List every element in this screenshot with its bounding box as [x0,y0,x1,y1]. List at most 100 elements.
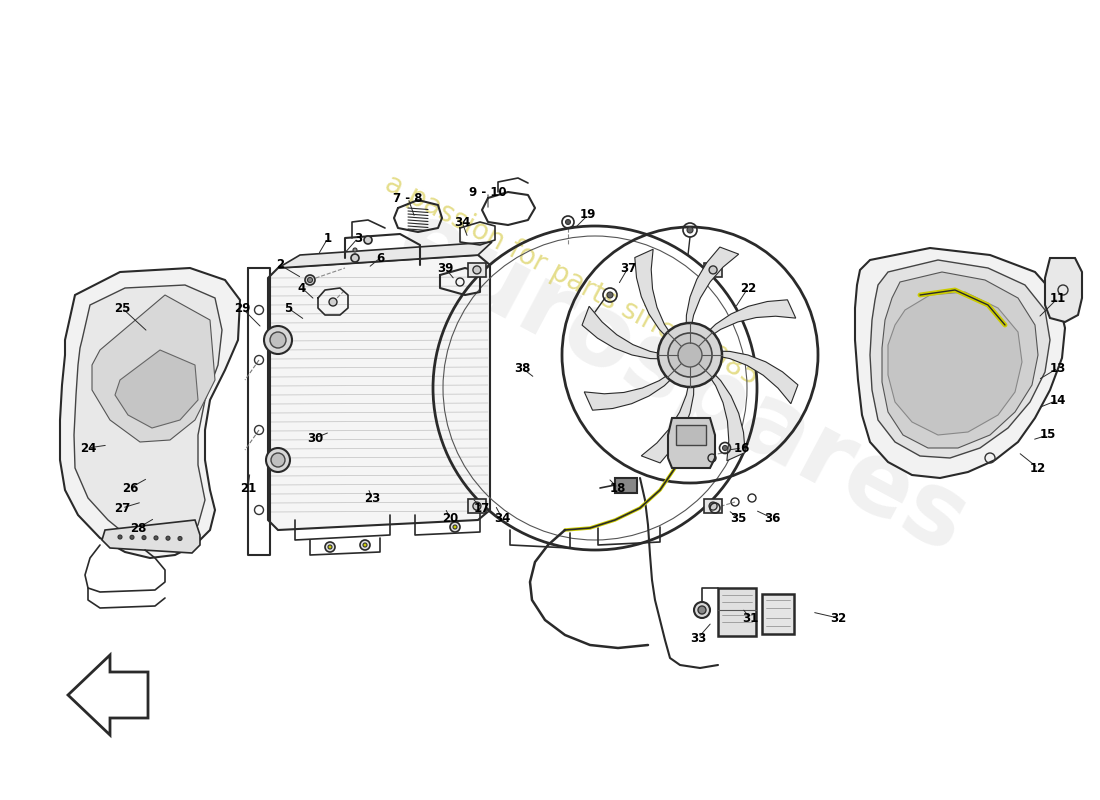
Text: 35: 35 [729,511,746,525]
Circle shape [364,236,372,244]
Polygon shape [635,250,674,342]
Polygon shape [888,292,1022,435]
Circle shape [154,536,158,540]
Circle shape [698,606,706,614]
Text: 11: 11 [1049,291,1066,305]
Circle shape [723,446,727,450]
Text: 31: 31 [741,611,758,625]
Text: 12: 12 [1030,462,1046,474]
Text: 38: 38 [514,362,530,374]
Bar [762,594,794,634]
Text: 23: 23 [364,491,381,505]
Polygon shape [703,300,795,339]
Polygon shape [855,248,1065,478]
Bar [718,588,756,636]
Text: 28: 28 [130,522,146,534]
Circle shape [178,537,182,541]
Circle shape [305,275,315,285]
Circle shape [329,298,337,306]
Circle shape [688,227,693,233]
Circle shape [363,543,367,547]
Bar [676,425,706,445]
Polygon shape [870,260,1050,458]
Bar [704,499,722,513]
Text: 15: 15 [1040,429,1056,442]
Bar [468,263,486,277]
Text: 24: 24 [80,442,96,454]
Circle shape [668,333,712,377]
Circle shape [270,332,286,348]
Text: 37: 37 [620,262,636,274]
Text: 1: 1 [323,231,332,245]
Circle shape [453,525,456,529]
Circle shape [710,502,717,510]
Text: 26: 26 [122,482,139,494]
Circle shape [353,248,358,252]
Text: 2: 2 [276,258,284,271]
Circle shape [658,323,722,387]
Circle shape [607,292,613,298]
Text: 27: 27 [114,502,130,514]
Text: 30: 30 [307,431,323,445]
Polygon shape [668,418,715,468]
Polygon shape [705,367,745,461]
Text: 36: 36 [763,511,780,525]
Circle shape [308,278,312,282]
Bar [468,499,486,513]
Text: 39: 39 [437,262,453,274]
Text: 22: 22 [740,282,756,294]
Polygon shape [712,351,798,404]
Text: 14: 14 [1049,394,1066,406]
Circle shape [473,266,481,274]
Polygon shape [92,295,214,442]
Polygon shape [268,255,490,530]
Text: 3: 3 [354,231,362,245]
Text: 34: 34 [454,215,470,229]
Polygon shape [641,377,694,463]
Polygon shape [882,272,1038,448]
Text: 20: 20 [442,511,458,525]
Polygon shape [582,306,669,359]
Text: 6: 6 [376,251,384,265]
Polygon shape [686,247,739,334]
Text: eurospares: eurospares [381,193,983,575]
Text: 18: 18 [609,482,626,494]
Circle shape [142,536,146,540]
Circle shape [328,545,332,549]
Circle shape [130,535,134,539]
Bar [704,263,722,277]
Text: 13: 13 [1049,362,1066,374]
Circle shape [678,343,702,367]
Circle shape [271,453,285,467]
Circle shape [118,535,122,539]
Polygon shape [74,285,222,544]
Circle shape [360,540,370,550]
Polygon shape [278,242,492,268]
Polygon shape [60,268,240,558]
Circle shape [266,448,290,472]
Circle shape [264,326,292,354]
Text: 7 - 8: 7 - 8 [394,191,422,205]
Text: 9 - 10: 9 - 10 [470,186,507,198]
Circle shape [694,602,710,618]
Text: 5: 5 [284,302,293,314]
Circle shape [324,542,336,552]
Text: 16: 16 [734,442,750,454]
Polygon shape [1045,258,1082,322]
Circle shape [450,522,460,532]
Text: 19: 19 [580,209,596,222]
Polygon shape [116,350,198,428]
Text: 29: 29 [234,302,250,314]
Circle shape [565,219,571,225]
Text: 21: 21 [240,482,256,494]
Circle shape [473,502,481,510]
Polygon shape [584,370,678,410]
Bar [615,478,637,493]
Circle shape [351,254,359,262]
Text: 34: 34 [494,511,510,525]
Text: a passion for parts since 1985: a passion for parts since 1985 [381,169,763,391]
Circle shape [166,536,170,540]
Text: 4: 4 [298,282,306,294]
Circle shape [710,266,717,274]
Text: 33: 33 [690,631,706,645]
